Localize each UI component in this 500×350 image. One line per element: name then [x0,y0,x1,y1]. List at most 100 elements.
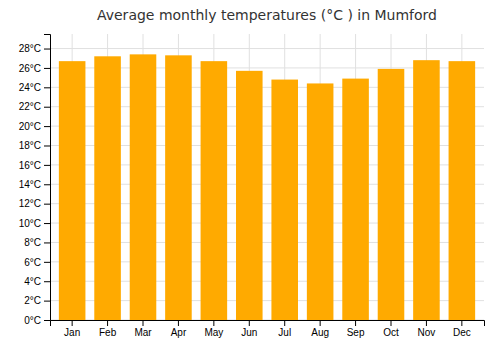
tick-mark [249,320,250,326]
grid-line [50,48,484,49]
tick-mark [44,242,50,243]
tick: May [204,320,223,338]
tick-label: 6°C [24,257,41,268]
title: Average monthly temperatures (°C ) in Mu… [97,7,437,23]
tick-mark [44,223,50,224]
tick-label: Jun [241,327,257,338]
tick-label: Oct [383,327,399,338]
tick: 24°C [19,82,50,93]
tick-mark [44,126,50,127]
tick-label: Jul [278,327,291,338]
tick-mark [44,301,50,302]
axis-line [44,35,51,321]
bar [378,69,405,320]
tick: 22°C [19,101,50,112]
tick: Feb [99,320,117,338]
tick-label: 14°C [19,179,41,190]
tick-mark [44,49,50,50]
tick-mark [178,320,179,326]
tick: Jun [241,320,257,338]
tick-mark [44,204,50,205]
tick-label: 0°C [24,315,41,326]
tick: Apr [171,320,187,338]
tick-mark [44,184,50,185]
tick: 14°C [19,179,50,190]
tick-mark [426,320,427,326]
tick-mark [44,107,50,108]
tick: Mar [134,320,152,338]
tick-label: 10°C [19,218,41,229]
bars [59,54,475,320]
tick-label: 2°C [24,295,41,306]
tick: 16°C [19,160,50,171]
tick-mark [72,320,73,326]
tick-mark [44,145,50,146]
bar [449,61,476,320]
tick: Oct [383,320,399,338]
tick-label: Aug [311,327,329,338]
tick: 6°C [24,257,50,268]
tick: 18°C [19,140,50,151]
tick-label: Apr [171,327,187,338]
tick-label: 28°C [19,43,41,54]
tick-label: Jan [64,327,80,338]
tick: Aug [311,320,329,338]
tick-label: 4°C [24,276,41,287]
tick-mark [355,320,356,326]
tick-mark [44,281,50,282]
tick-label: Feb [99,327,117,338]
tick: Sep [347,320,365,338]
tick-label: 16°C [19,160,41,171]
x-axis: Jan Feb Mar Apr May Jun Jul Aug Sep Oct Nov Dec [51,320,485,338]
tick-mark [107,320,108,326]
tick-label: 20°C [19,121,41,132]
plot: 0°C 2°C 4°C 6°C 8°C 10°C 12°C 14°C 16°C 18°C 20°C 2… [19,34,485,338]
tick-label: Mar [134,327,152,338]
tick-mark [44,165,50,166]
bar [59,61,86,320]
tick: Jan [64,320,80,338]
y-axis: 0°C 2°C 4°C 6°C 8°C 10°C 12°C 14°C 16°C 18°C 20°C 2… [19,35,51,326]
tick-mark [44,320,50,321]
tick-label: Nov [418,327,436,338]
bar [236,71,263,320]
tick: 4°C [24,276,50,287]
tick: 10°C [19,218,50,229]
tick: 0°C [24,315,50,326]
bar [413,60,440,320]
tick-label: Dec [453,327,471,338]
bar [271,80,298,320]
tick-mark [320,320,321,326]
tick: Nov [418,320,436,338]
tick-mark [143,320,144,326]
tick-mark [44,87,50,88]
tick-mark [391,320,392,326]
bar [201,61,228,320]
tick: 12°C [19,198,50,209]
tick: 26°C [19,63,50,74]
bar [94,56,121,320]
tick-label: 24°C [19,82,41,93]
bar [307,83,334,320]
tick-mark [284,320,285,326]
tick-mark [44,262,50,263]
tick-label: Sep [347,327,365,338]
chart: 0°C 2°C 4°C 6°C 8°C 10°C 12°C 14°C 16°C 18°C 20°C 2… [0,0,500,350]
tick-label: 18°C [19,140,41,151]
axis-line [51,321,485,327]
tick: Dec [453,320,471,338]
tick: 8°C [24,237,50,248]
tick-label: May [204,327,223,338]
tick-label: 22°C [19,101,41,112]
tick-mark [213,320,214,326]
grid [50,34,484,320]
tick-mark [461,320,462,326]
tick: Jul [278,320,291,338]
tick: 28°C [19,43,50,54]
tick-label: 12°C [19,198,41,209]
tick: 20°C [19,121,50,132]
tick-label: 26°C [19,63,41,74]
bar [342,79,369,320]
bar [130,54,157,320]
bar [165,55,192,320]
